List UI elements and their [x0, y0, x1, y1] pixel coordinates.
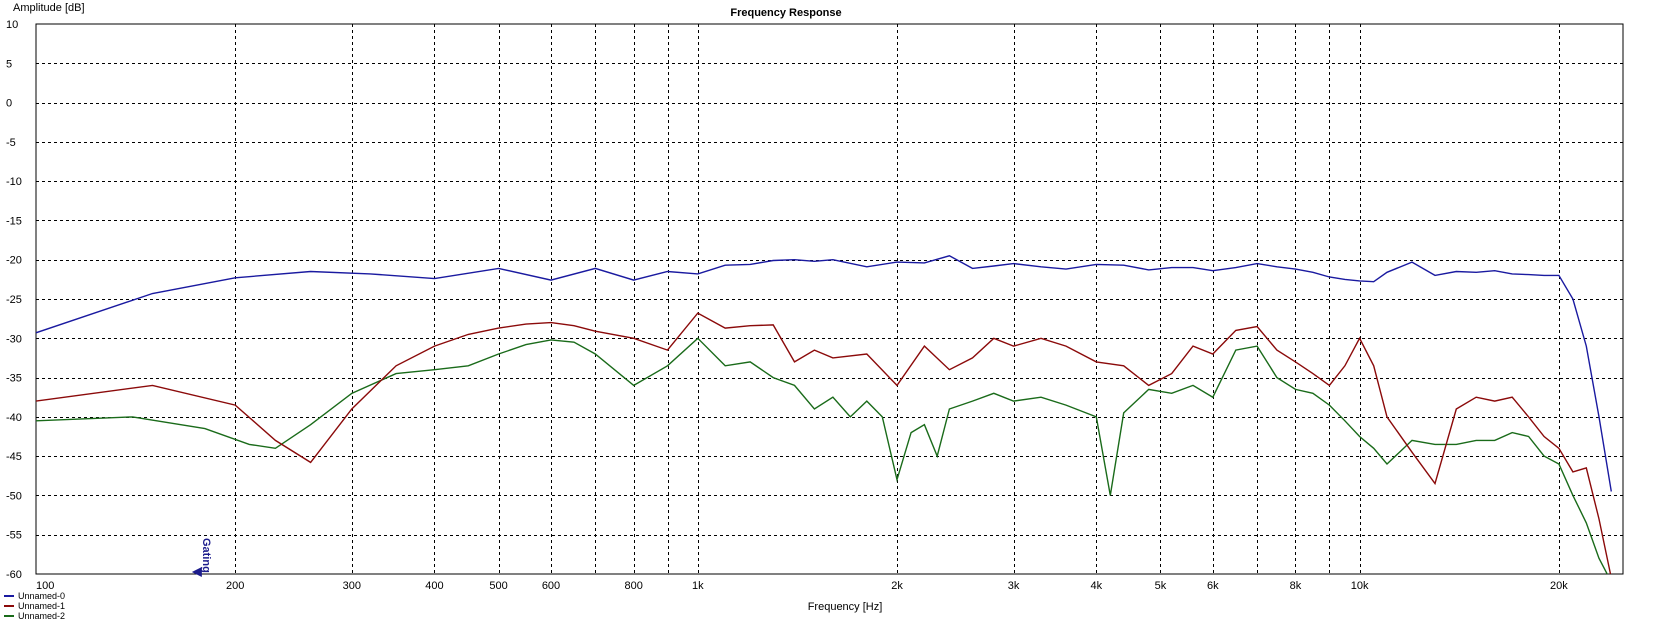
x-tick-label: 600	[542, 580, 560, 592]
series-line-Unnamed-0	[36, 255, 1612, 492]
legend-entry: Unnamed-2	[18, 611, 65, 621]
x-tick-label: 8k	[1290, 580, 1302, 592]
legend-entry: Unnamed-1	[18, 601, 65, 611]
y-tick-label: -30	[6, 333, 22, 345]
y-tick-label: -40	[6, 412, 22, 424]
x-tick-label: 2k	[891, 580, 903, 592]
x-tick-label: 3k	[1008, 580, 1020, 592]
y-tick-labels: 10 5 0 -5 -10 -15 -20 -25 -30 -35 -40 -45 -50 -55 -60	[6, 19, 22, 581]
x-tick-label: 800	[625, 580, 643, 592]
y-tick-label: 10	[6, 19, 18, 31]
x-tick-label: 100	[36, 580, 54, 592]
x-axis-label: Frequency [Hz]	[808, 601, 883, 613]
y-tick-label: -45	[6, 451, 22, 463]
y-tick-label: -5	[6, 137, 16, 149]
series-line-Unnamed-1	[36, 312, 1612, 574]
gating-arrow-icon	[191, 567, 202, 577]
x-tick-label: 500	[489, 580, 507, 592]
grid	[35, 23, 1624, 575]
legend-entry: Unnamed-0	[18, 591, 65, 601]
x-tick-labels: 100 200 300 400 500 600 800 1k 2k 3k 4k 5k 6k 8k 10k 20…	[36, 580, 1568, 592]
x-tick-label: 4k	[1090, 580, 1102, 592]
y-tick-label: -10	[6, 176, 22, 188]
y-tick-label: -15	[6, 215, 22, 227]
y-tick-label: 0	[6, 98, 12, 110]
y-tick-label: -25	[6, 294, 22, 306]
y-tick-label: -50	[6, 490, 22, 502]
y-tick-label: -35	[6, 373, 22, 385]
y-tick-label: -55	[6, 530, 22, 542]
x-tick-label: 200	[226, 580, 244, 592]
x-tick-label: 6k	[1207, 580, 1219, 592]
chart-title: Frequency Response	[730, 7, 841, 19]
x-tick-label: 400	[425, 580, 443, 592]
x-tick-label: 5k	[1155, 580, 1167, 592]
y-tick-label: 5	[6, 58, 12, 70]
x-tick-label: 10k	[1351, 580, 1369, 592]
x-tick-label: 20k	[1550, 580, 1568, 592]
x-tick-label: 1k	[692, 580, 704, 592]
y-axis-label: Amplitude [dB]	[13, 2, 85, 14]
y-tick-label: -60	[6, 569, 22, 581]
y-tick-label: -20	[6, 255, 22, 267]
gating-label: Gating	[200, 538, 212, 573]
gating-marker: Gating	[191, 538, 212, 577]
plot-area	[36, 255, 1612, 574]
x-tick-label: 300	[343, 580, 361, 592]
series-line-Unnamed-2	[36, 337, 1608, 574]
